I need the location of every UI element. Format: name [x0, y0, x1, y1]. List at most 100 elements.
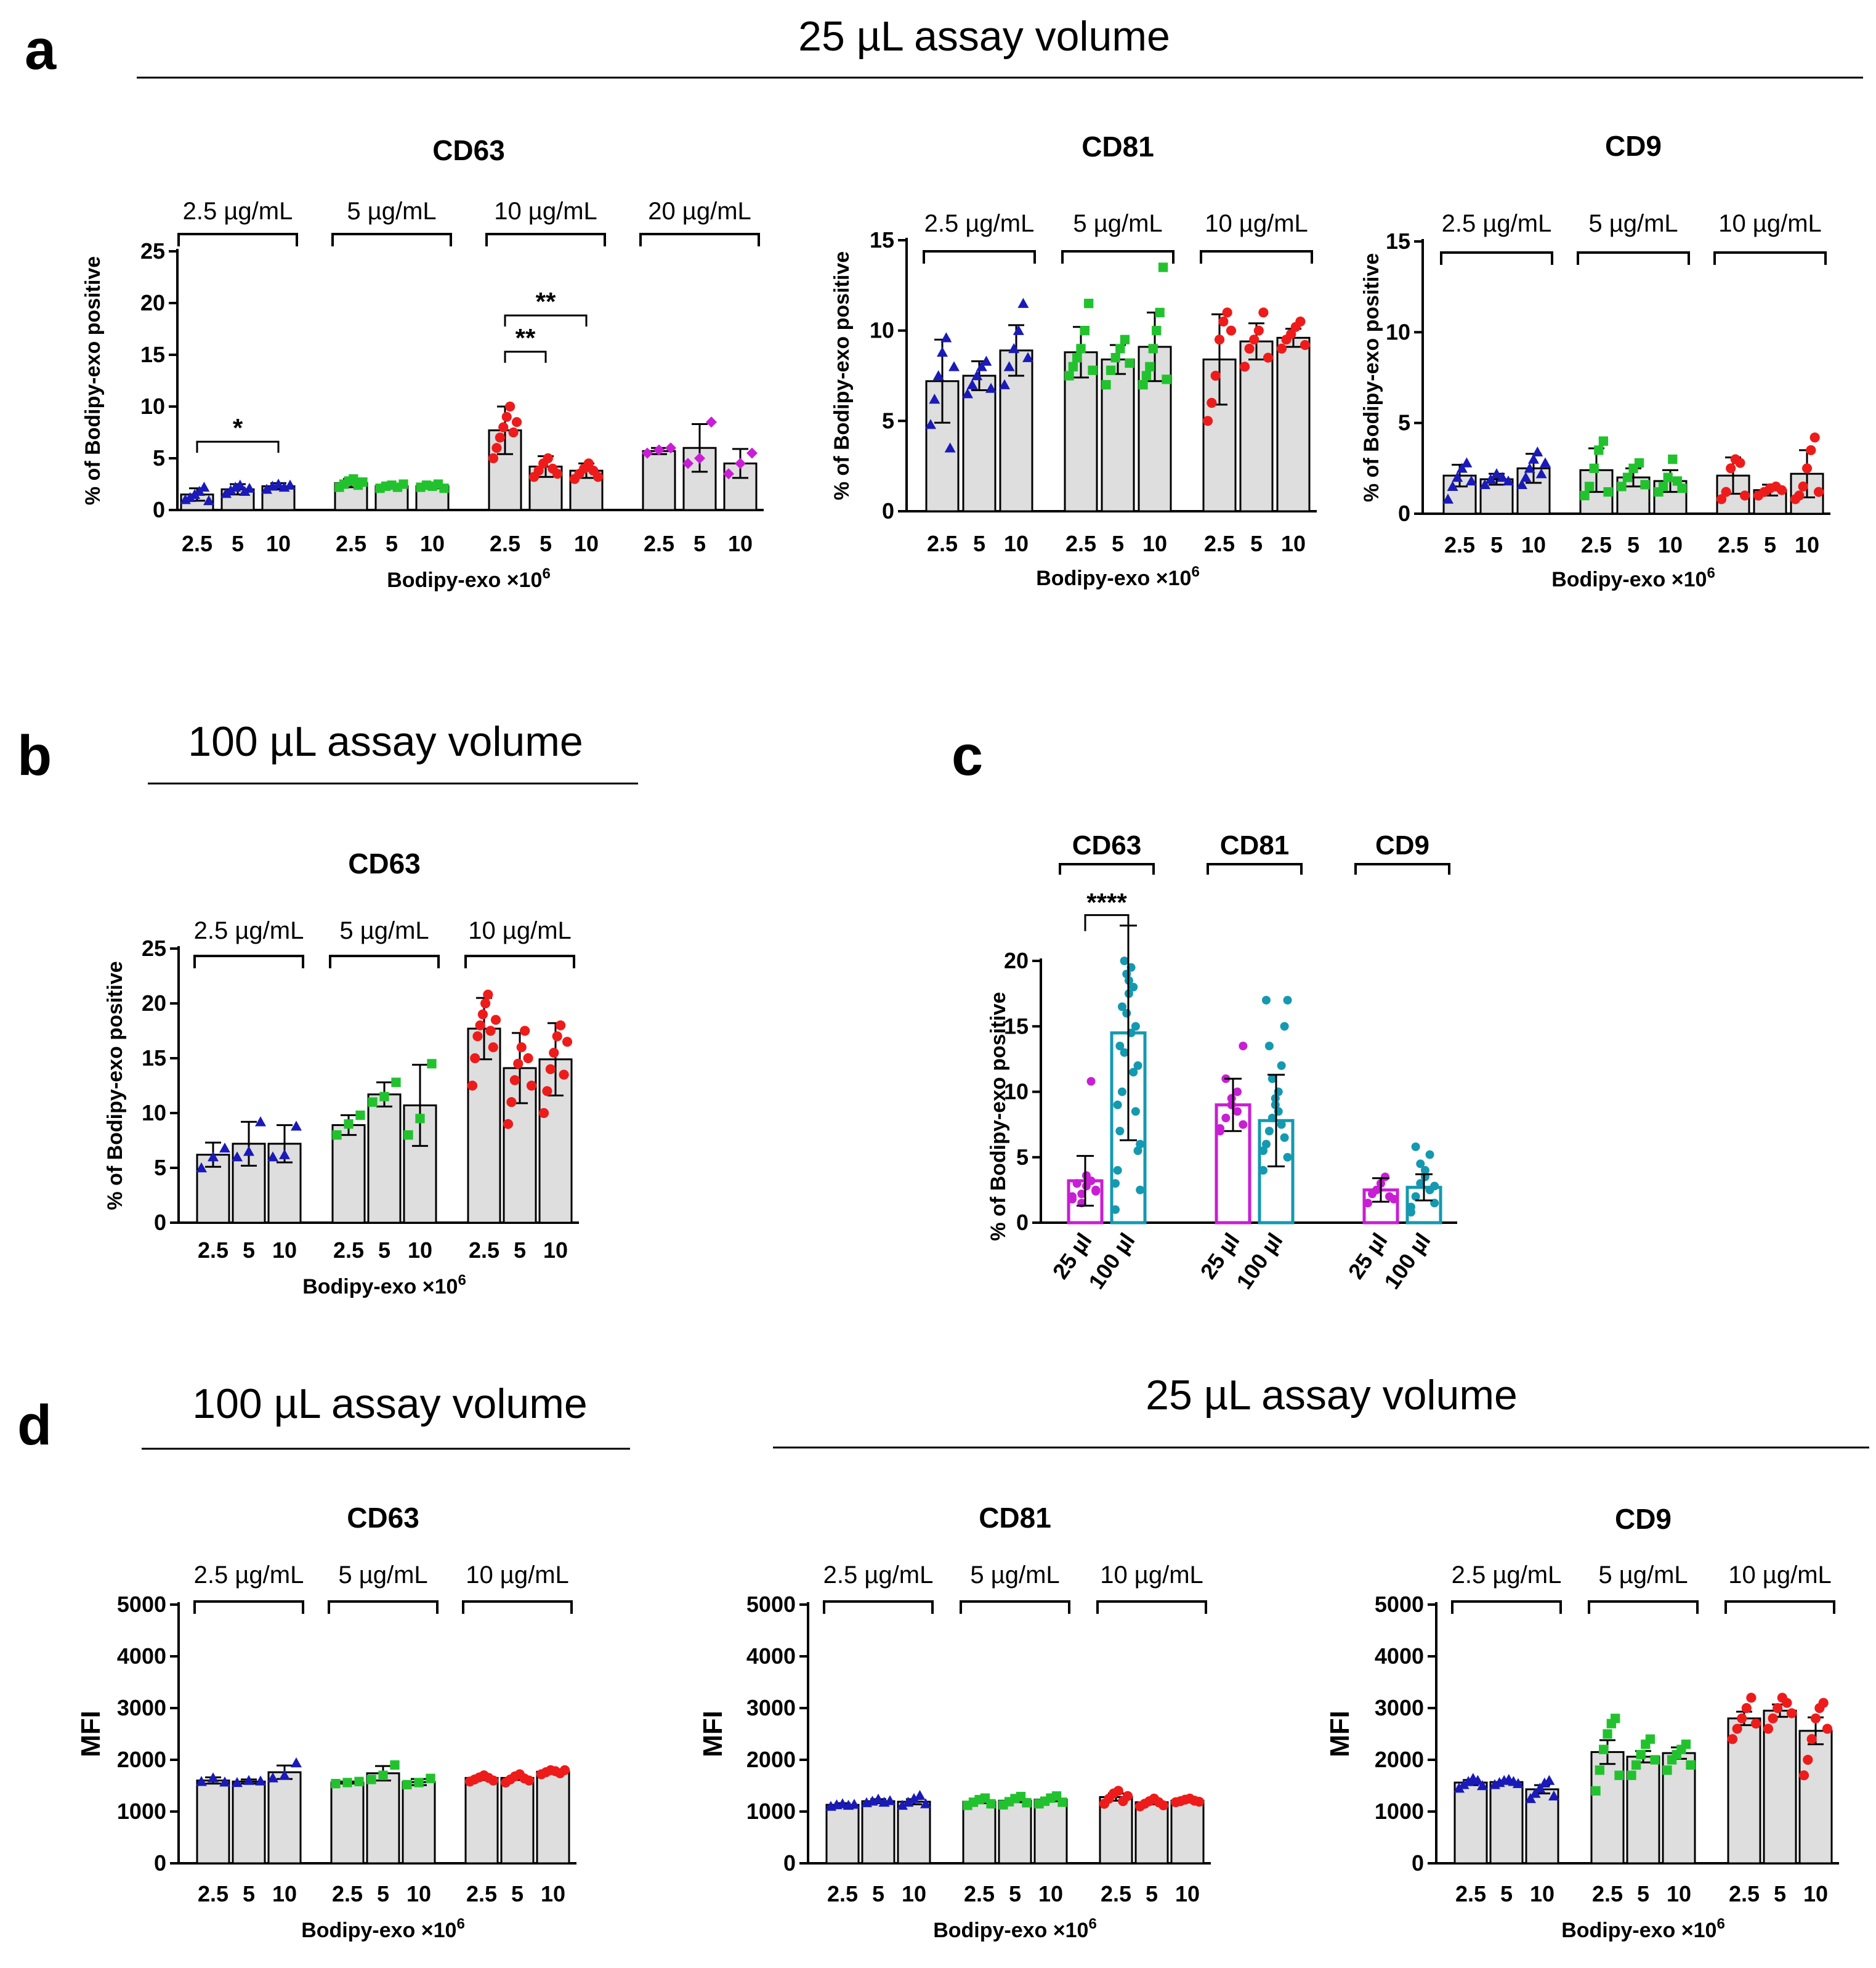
data-point [1133, 1061, 1142, 1070]
bar [464, 1776, 499, 1865]
x-axis-label: Bodipy-exo ×106 [387, 565, 551, 592]
group-bracket [1451, 1600, 1562, 1614]
significance-label: ** [536, 287, 556, 316]
data-point [1634, 458, 1644, 468]
data-point [1218, 316, 1229, 327]
data-point [1233, 1087, 1242, 1096]
group-label: 5 µg/mL [338, 1561, 427, 1589]
data-point [208, 1151, 219, 1162]
x-tick-label: 5 [511, 1881, 524, 1906]
data-point [986, 1799, 996, 1809]
data-point [1129, 982, 1138, 992]
data-point [1022, 1798, 1032, 1808]
data-point [1077, 1189, 1086, 1199]
data-point [1645, 1734, 1656, 1744]
data-point [1221, 1114, 1231, 1122]
bar [367, 1093, 402, 1224]
bar [861, 1800, 896, 1865]
x-tick-label: 2.5 [927, 531, 958, 556]
group-bracket [328, 1600, 439, 1614]
group-bracket [1061, 250, 1175, 264]
data-point [1239, 1120, 1248, 1129]
section-title-d-left: 100 µL assay volume [192, 1380, 587, 1427]
data-point [592, 472, 604, 482]
data-point [208, 1772, 219, 1783]
data-point [1283, 995, 1292, 1005]
data-point [291, 1757, 302, 1768]
group-label: 2.5 µg/mL [194, 917, 304, 944]
bar [402, 1781, 436, 1865]
group-label: 5 µg/mL [1073, 210, 1162, 237]
data-point [477, 1009, 488, 1019]
group-label: 5 µg/mL [347, 198, 436, 225]
group-label: CD63 [1072, 830, 1142, 860]
x-tick-label: 5 [377, 1881, 389, 1906]
y-tick-label: 10 [140, 394, 165, 419]
data-point [196, 1162, 207, 1173]
data-point [914, 1789, 926, 1800]
y-axis-label: % of Bodipy-exo positive [987, 992, 1010, 1241]
data-point [948, 361, 960, 371]
data-point [1548, 1790, 1559, 1800]
section-title-a: 25 µL assay volume [798, 13, 1170, 60]
data-point [1768, 1713, 1778, 1723]
data-point [1614, 1770, 1624, 1780]
y-tick-label: 0 [1398, 501, 1410, 526]
data-point [513, 1058, 524, 1069]
y-tick-label: 20 [142, 990, 166, 1016]
data-point [944, 442, 956, 453]
data-point [495, 432, 505, 443]
data-point [1447, 480, 1458, 491]
data-point [1584, 482, 1595, 492]
bar [962, 375, 997, 512]
data-point [291, 1120, 302, 1131]
x-tick-label: 10 [541, 1881, 565, 1906]
data-point [1658, 482, 1668, 492]
data-point [1082, 1181, 1091, 1191]
data-point [1076, 344, 1086, 354]
x-tick-label: 2.5 [1581, 532, 1612, 557]
x-axis-label: Bodipy-exo ×106 [302, 1272, 466, 1298]
x-tick-label: 2.5 [1718, 532, 1749, 557]
x-tick-label: 2.5 [964, 1881, 995, 1906]
data-point [902, 1796, 914, 1807]
data-point [884, 1795, 896, 1805]
group-bracket [485, 233, 606, 246]
data-point [1663, 472, 1673, 482]
data-point [940, 332, 952, 342]
bar [366, 1772, 400, 1865]
data-point [354, 1776, 364, 1786]
data-point [232, 1151, 243, 1162]
data-point [1113, 1100, 1122, 1109]
x-tick-label: 5 [1500, 1881, 1513, 1906]
data-point [1072, 1179, 1082, 1188]
data-point [524, 1775, 535, 1786]
x-tick-label: 2.5 [466, 1881, 497, 1906]
y-tick-label: 5 [1398, 410, 1410, 435]
significance-bracket [504, 314, 588, 327]
data-point [391, 1077, 401, 1087]
x-tick-label: 10 [1521, 532, 1546, 557]
data-point [1141, 371, 1152, 381]
group-label: 10 µg/mL [1728, 1561, 1832, 1589]
data-point [219, 1142, 230, 1153]
data-point [1686, 1760, 1696, 1770]
x-tick-label: 2.5 [198, 1881, 228, 1906]
data-point [1017, 298, 1029, 308]
data-point [1091, 1187, 1101, 1196]
data-point [1286, 329, 1296, 339]
x-tick-label: 10 [1281, 531, 1306, 556]
bar [1489, 1781, 1524, 1865]
data-point [368, 1097, 378, 1107]
x-tick-label: 5 [378, 1237, 390, 1263]
data-point [1503, 475, 1514, 486]
data-point [184, 492, 196, 503]
data-point [523, 1053, 533, 1064]
x-tick-label: 2.5 [1592, 1881, 1623, 1906]
data-point [1466, 475, 1477, 486]
data-point [653, 444, 665, 456]
group-bracket [1354, 863, 1450, 875]
data-point [1662, 1765, 1672, 1775]
data-point [1072, 353, 1082, 363]
group-bracket [1713, 251, 1827, 265]
